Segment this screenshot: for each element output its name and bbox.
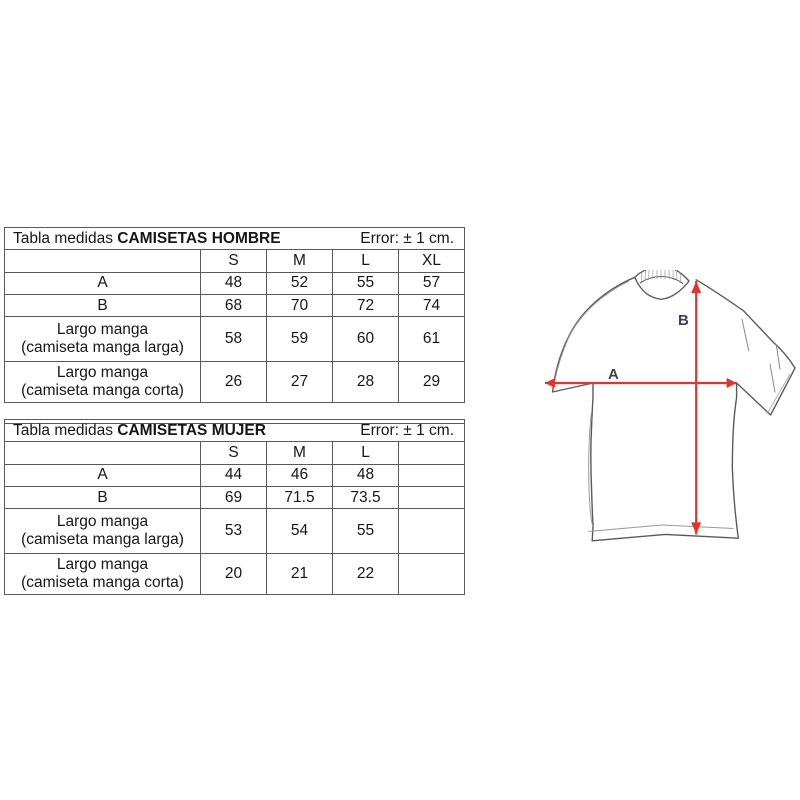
svg-text:B: B — [678, 312, 689, 329]
svg-text:A: A — [608, 366, 619, 383]
